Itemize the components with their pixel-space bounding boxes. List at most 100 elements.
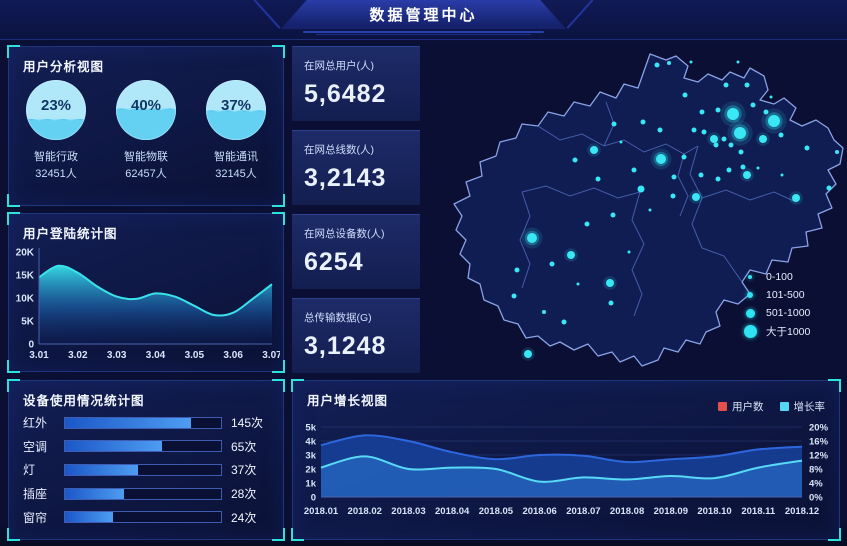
map-bubble xyxy=(611,121,617,127)
x-tick-label: 2018.01 xyxy=(304,506,339,517)
gauge-row: 23% 智能行政 32451人 40% 智能物联 62457人 37% 智能通讯… xyxy=(9,79,283,181)
map-bubble xyxy=(701,129,707,135)
right-tick-label: 16% xyxy=(809,437,829,448)
panel-title: 用户分析视图 xyxy=(23,60,105,74)
panel-title: 用户增长视图 xyxy=(307,394,389,408)
map-bubble xyxy=(713,142,719,148)
bar-category-label: 灯 xyxy=(23,463,36,478)
corner-bracket-icon xyxy=(291,379,304,392)
bar-fill xyxy=(65,417,192,428)
page-title: 数据管理中心 xyxy=(369,7,478,24)
legend-item-users[interactable]: 用户数 xyxy=(718,399,764,414)
bar-row: 空调 65次 xyxy=(23,438,271,455)
corner-bracket-icon xyxy=(7,379,20,392)
map-bubble xyxy=(780,173,784,177)
bar-value-label: 24次 xyxy=(231,510,257,525)
map-legend-item: 0-100 xyxy=(742,268,810,286)
x-tick-label: 3.07 xyxy=(262,350,280,361)
map-bubble xyxy=(699,109,705,115)
stat-card-total-lines: 在网总线数(人) 3,2143 xyxy=(292,130,420,205)
legend-item-growth-rate[interactable]: 增长率 xyxy=(779,399,826,414)
map-bubble xyxy=(514,267,520,273)
bubble-size-icon xyxy=(747,292,753,298)
map-bubble xyxy=(826,185,832,191)
map-legend-item: 101-500 xyxy=(742,286,810,304)
corner-bracket-icon xyxy=(272,45,285,58)
corner-bracket-icon xyxy=(272,379,285,392)
bar-row: 窗帘 24次 xyxy=(23,509,271,526)
gauge-rim xyxy=(26,80,86,140)
corner-bracket-icon xyxy=(272,194,285,207)
map-bubble xyxy=(740,164,746,170)
map-bubble xyxy=(744,82,750,88)
header-decor-line xyxy=(316,34,531,35)
map-bubble xyxy=(698,172,704,178)
map-bubble xyxy=(682,92,688,98)
region-bubble-map xyxy=(453,53,844,367)
bar-chart: 红外 145次 空调 65次 灯 37次 插座 28次 窗帘 xyxy=(23,411,271,529)
corner-bracket-icon xyxy=(272,360,285,373)
gauge-percent: 23% xyxy=(40,97,72,114)
gauge-rim xyxy=(116,80,176,140)
map-bubble xyxy=(715,107,721,113)
map-bubbles xyxy=(511,60,839,361)
map-bubble xyxy=(710,135,718,143)
legend-label: 0-100 xyxy=(766,271,793,283)
map-bubble xyxy=(691,127,697,133)
x-tick-label: 2018.08 xyxy=(610,506,644,517)
right-tick-label: 0% xyxy=(809,493,823,504)
users-line xyxy=(320,434,803,464)
bar-category-label: 红外 xyxy=(23,416,48,431)
right-tick-label: 8% xyxy=(809,465,823,476)
growth-area-chart: 0 1k 2k 3k 4k 5k 0% 4% 8% 12% 16% 20% 2018.01 2018.02… xyxy=(304,423,829,518)
legend-label: 增长率 xyxy=(793,401,826,413)
map-bubble xyxy=(590,146,598,154)
stat-label: 在网总线数(人) xyxy=(304,144,374,156)
corner-bracket-icon xyxy=(7,45,20,58)
map-bubble xyxy=(654,62,660,68)
panel-login-stats: 用户登陆统计图 0 5K 10K 15K 20K 3.01 3.02 3.03 3.04 3.05… xyxy=(7,212,285,373)
map-bubble xyxy=(610,212,616,218)
map-bubble xyxy=(648,208,652,212)
map-legend: 0-100 101-500 501-1000 大于1000 xyxy=(742,268,810,340)
map-bubble xyxy=(549,261,555,267)
x-tick-label: 2018.12 xyxy=(785,506,819,517)
bubble-size-icon xyxy=(743,324,757,338)
x-tick-label: 3.01 xyxy=(29,350,49,361)
gauge-count: 62457人 xyxy=(125,168,167,180)
header-wing-left xyxy=(253,0,281,29)
map-bubble xyxy=(763,109,769,115)
bar-value-label: 145次 xyxy=(231,416,264,431)
map-bubble xyxy=(572,157,578,163)
corner-bracket-icon xyxy=(7,212,20,225)
map-bubble xyxy=(671,174,677,180)
legend-label: 101-500 xyxy=(766,289,805,301)
stat-card-total-devices: 在网总设备数(人) 6254 xyxy=(292,214,420,289)
map-bubble xyxy=(584,221,590,227)
map-bubble xyxy=(561,319,567,325)
y-tick-label: 15K xyxy=(16,271,35,282)
map-bubble xyxy=(723,82,729,88)
map-bubble xyxy=(608,300,614,306)
x-tick-label: 2018.11 xyxy=(741,506,776,517)
gauge-circle: 37% xyxy=(205,79,267,141)
corner-bracket-icon xyxy=(272,528,285,541)
right-tick-label: 12% xyxy=(809,451,829,462)
x-tick-label: 3.06 xyxy=(223,350,243,361)
map-bubble xyxy=(619,140,623,144)
panel-user-analysis: 用户分析视图 23% 智能行政 32451人 40% 智能物联 62457人 3… xyxy=(7,45,285,207)
x-tick-label: 3.05 xyxy=(185,350,205,361)
gauge-percent: 37% xyxy=(220,97,252,114)
map-bubble xyxy=(527,233,537,243)
map-bubble xyxy=(595,176,601,182)
gauge-count: 32145人 xyxy=(215,168,257,180)
bar-category-label: 插座 xyxy=(23,487,48,502)
bar-row: 灯 37次 xyxy=(23,461,271,478)
bar-fill xyxy=(65,488,125,499)
map-bubble xyxy=(542,310,546,314)
legend-label: 501-1000 xyxy=(766,307,811,319)
left-tick-label: 0 xyxy=(311,493,316,504)
login-area-chart: 0 5K 10K 15K 20K 3.01 3.02 3.03 3.04 3.05 3.06 3.07 xyxy=(16,248,280,362)
x-tick-label: 2018.10 xyxy=(697,506,731,517)
map-bubble xyxy=(576,282,580,286)
